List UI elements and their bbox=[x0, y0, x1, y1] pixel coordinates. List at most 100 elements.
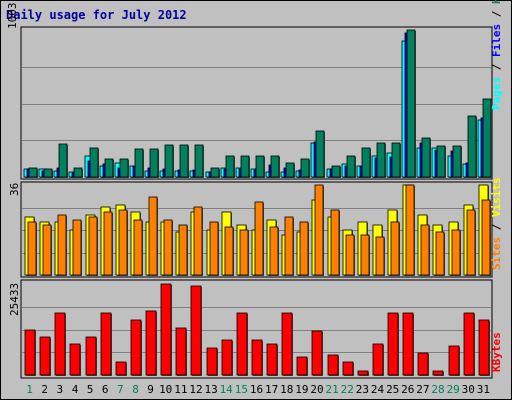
x-tick-label-day-4: 4 bbox=[72, 383, 79, 396]
bar-hits-day-5 bbox=[89, 147, 99, 178]
bar-hits-day-27 bbox=[421, 137, 431, 178]
bar-kbytes-day-31 bbox=[478, 319, 490, 376]
bar-sites-day-30 bbox=[466, 209, 476, 276]
bar-sites-day-4 bbox=[72, 219, 82, 276]
bar-sites-day-17 bbox=[269, 226, 279, 276]
bar-sites-day-7 bbox=[118, 209, 128, 276]
bar-hits-day-3 bbox=[58, 143, 68, 178]
x-tick-label-day-7: 7 bbox=[117, 383, 124, 396]
bar-sites-day-22 bbox=[345, 234, 355, 276]
x-tick-label-day-15: 15 bbox=[235, 383, 248, 396]
bar-sites-day-15 bbox=[239, 229, 249, 276]
bar-hits-day-29 bbox=[452, 145, 462, 178]
x-tick-label-day-31: 31 bbox=[477, 383, 490, 396]
x-tick-label-day-25: 25 bbox=[386, 383, 399, 396]
bar-kbytes-day-14 bbox=[221, 339, 233, 376]
bar-sites-day-6 bbox=[103, 211, 113, 276]
x-tick-label-day-23: 23 bbox=[356, 383, 369, 396]
bar-sites-day-28 bbox=[435, 231, 445, 276]
bar-hits-day-15 bbox=[240, 155, 250, 178]
x-tick-label-day-12: 12 bbox=[189, 383, 202, 396]
bar-kbytes-day-9 bbox=[145, 310, 157, 376]
x-tick-label-day-18: 18 bbox=[280, 383, 293, 396]
bar-kbytes-day-10 bbox=[160, 283, 172, 376]
bar-hits-day-30 bbox=[467, 115, 477, 178]
bar-kbytes-day-30 bbox=[463, 312, 475, 376]
bar-sites-day-20 bbox=[314, 184, 324, 276]
bar-sites-day-21 bbox=[330, 209, 340, 276]
bar-kbytes-day-19 bbox=[296, 356, 308, 376]
bar-kbytes-day-18 bbox=[281, 312, 293, 376]
bar-sites-day-27 bbox=[420, 224, 430, 276]
bar-sites-day-5 bbox=[88, 216, 98, 276]
bar-kbytes-day-26 bbox=[402, 312, 414, 376]
bar-sites-day-11 bbox=[178, 224, 188, 276]
y-max-label-sites-visits: 36 bbox=[8, 183, 21, 196]
bar-sites-day-12 bbox=[193, 206, 203, 276]
bar-sites-day-23 bbox=[360, 234, 370, 276]
x-tick-label-day-22: 22 bbox=[341, 383, 354, 396]
bar-sites-day-3 bbox=[57, 214, 67, 276]
x-tick-label-day-24: 24 bbox=[371, 383, 385, 396]
bar-hits-day-6 bbox=[104, 158, 114, 178]
bar-hits-day-25 bbox=[391, 142, 401, 178]
x-tick-label-day-21: 21 bbox=[325, 383, 338, 396]
bar-sites-day-10 bbox=[163, 219, 173, 276]
bar-kbytes-day-21 bbox=[327, 354, 339, 376]
x-tick-label-day-28: 28 bbox=[431, 383, 444, 396]
bar-sites-day-9 bbox=[148, 196, 158, 276]
bar-hits-day-31 bbox=[482, 98, 492, 178]
bar-kbytes-day-11 bbox=[175, 327, 187, 376]
x-tick-label-day-2: 2 bbox=[41, 383, 48, 396]
legend-separator: / bbox=[490, 4, 503, 24]
bar-kbytes-day-12 bbox=[190, 285, 202, 376]
x-tick-label-day-6: 6 bbox=[102, 383, 109, 396]
bar-hits-day-9 bbox=[149, 148, 159, 178]
x-tick-label-day-30: 30 bbox=[462, 383, 475, 396]
bar-hits-day-14 bbox=[225, 155, 235, 178]
x-tick-label-day-19: 19 bbox=[295, 383, 308, 396]
bar-sites-day-24 bbox=[375, 236, 385, 276]
bar-kbytes-day-13 bbox=[206, 347, 218, 376]
bar-hits-day-24 bbox=[376, 142, 386, 178]
y-max-label-pages-files-hits: 1003 bbox=[6, 3, 19, 30]
x-tick-label-day-27: 27 bbox=[416, 383, 429, 396]
bar-sites-day-1 bbox=[27, 221, 37, 276]
y-max-label-kbytes: 25433 bbox=[8, 283, 21, 316]
bar-kbytes-day-22 bbox=[342, 361, 354, 376]
legend-entry-files: Files bbox=[490, 24, 503, 57]
legend-separator: / bbox=[490, 217, 503, 237]
bar-hits-day-22 bbox=[346, 155, 356, 178]
bar-sites-day-2 bbox=[42, 224, 52, 276]
chart-title: Daily usage for July 2012 bbox=[6, 8, 187, 22]
series-legend: Sites / Visits bbox=[490, 177, 503, 270]
legend-separator: / bbox=[490, 57, 503, 77]
bar-kbytes-day-23 bbox=[357, 370, 369, 376]
bar-sites-day-18 bbox=[284, 216, 294, 276]
series-legend: Pages / Files / Hits bbox=[490, 0, 503, 110]
bar-hits-day-2 bbox=[43, 168, 53, 178]
series-legend: KBytes bbox=[490, 332, 503, 372]
x-tick-label-day-10: 10 bbox=[159, 383, 172, 396]
bar-sites-day-16 bbox=[254, 201, 264, 276]
bar-kbytes-day-5 bbox=[85, 336, 97, 376]
bar-sites-day-8 bbox=[133, 219, 143, 276]
bar-sites-day-13 bbox=[209, 221, 219, 276]
x-tick-label-day-26: 26 bbox=[401, 383, 414, 396]
bar-kbytes-day-15 bbox=[236, 312, 248, 376]
bar-hits-day-26 bbox=[406, 29, 416, 178]
bar-hits-day-8 bbox=[134, 148, 144, 178]
bar-hits-day-17 bbox=[270, 155, 280, 178]
x-tick-label-day-8: 8 bbox=[132, 383, 139, 396]
x-tick-label-day-16: 16 bbox=[250, 383, 263, 396]
x-tick-label-day-11: 11 bbox=[174, 383, 187, 396]
x-tick-label-day-13: 13 bbox=[204, 383, 217, 396]
x-tick-label-day-1: 1 bbox=[26, 383, 33, 396]
bar-hits-day-4 bbox=[73, 167, 83, 178]
x-tick-label-day-20: 20 bbox=[310, 383, 323, 396]
bar-sites-day-19 bbox=[299, 221, 309, 276]
bar-kbytes-day-7 bbox=[115, 361, 127, 376]
legend-entry-sites: Sites bbox=[490, 237, 503, 270]
x-tick-label-day-17: 17 bbox=[265, 383, 278, 396]
